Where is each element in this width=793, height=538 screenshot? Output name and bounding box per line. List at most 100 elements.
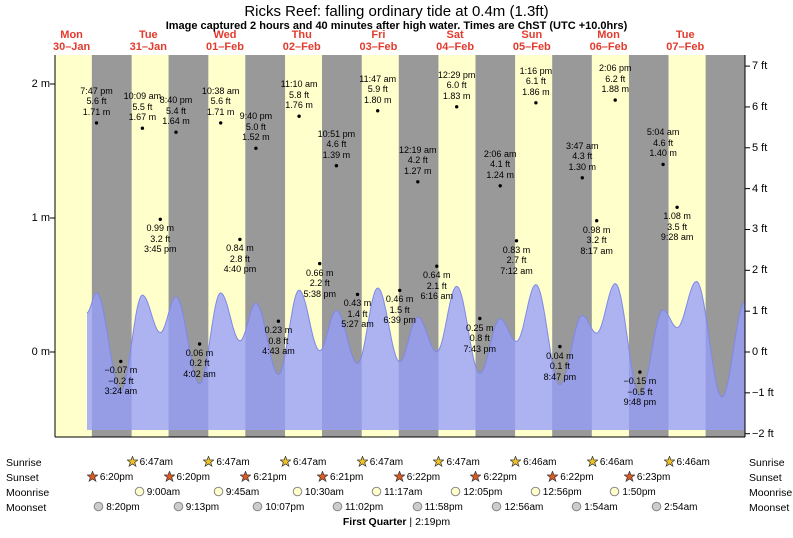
day-date: 06–Feb [589, 40, 628, 53]
astro-event-moonrise: 12:05pm [450, 486, 502, 499]
tide-event-dot [416, 180, 420, 184]
tide-label-line: 1.88 m [601, 84, 629, 95]
tide-low-label: 0.66 m 2.2 ft 5:38 pm [303, 268, 336, 300]
tide-low-label: 0.43 m 1.4 ft 5:27 am [341, 298, 374, 330]
astro-event-time: 6:47am [446, 457, 480, 468]
tide-event-dot [638, 370, 642, 374]
day-label: Sun 05–Feb [512, 29, 551, 53]
day-label: Mon 06–Feb [589, 29, 628, 53]
tide-label-line: 9:48 pm [623, 397, 657, 408]
tide-low-label: −0.07 m −0.2 ft 3:24 am [104, 365, 137, 397]
astro-event-time: 6:47am [139, 457, 173, 468]
tide-label-line: 5.0 ft [245, 121, 266, 132]
tide-label-line: 2.7 ft [506, 255, 527, 266]
tide-high-label: 10:09 am 5.5 ft 1.67 m [124, 91, 162, 123]
day-date: 31–Jan [129, 40, 167, 53]
sunset-star-icon [86, 470, 99, 483]
tide-low-label: 0.83 m 2.7 ft 7:12 am [500, 245, 533, 277]
moonset-circle-icon [571, 501, 582, 512]
sunrise-star-icon [279, 455, 292, 468]
tide-label-line: 4:02 am [183, 368, 216, 379]
astro-event-sunrise: 6:47am [202, 455, 250, 469]
tide-low-label: 0.06 m 0.2 ft 4:02 am [183, 348, 216, 380]
tide-label-line: 0.43 m [343, 298, 372, 309]
tide-label-line: 3:45 pm [144, 244, 177, 255]
moonrise-circle-icon [292, 486, 303, 497]
tide-label-line: 10:38 am [201, 85, 240, 96]
astro-event-sunrise: 6:47am [279, 455, 326, 469]
tide-label-line: 1.5 ft [389, 304, 410, 315]
astro-event-time: 6:23pm [636, 472, 671, 483]
astro-event-time: 6:47am [369, 457, 404, 468]
tide-event-dot [675, 205, 679, 209]
astro-event-time: 8:20pm [106, 502, 140, 513]
tide-label-line: 1.80 m [363, 94, 392, 105]
tide-label-line: 1.30 m [568, 161, 597, 172]
moonrise-circle-icon [371, 486, 382, 497]
tide-event-dot [355, 292, 360, 297]
tide-event-dot [158, 217, 162, 221]
moon-phase: First Quarter | 2:19pm [0, 516, 793, 528]
tide-label-line: 12:19 am [399, 144, 437, 155]
tide-label-line: 10:51 pm [317, 128, 356, 139]
astro-event-time: 11:17am [384, 487, 423, 498]
tide-label-line: 7:43 pm [463, 343, 497, 354]
tide-label-line: 3:24 am [104, 386, 138, 397]
astro-row-label-right-sunset: Sunset [749, 472, 782, 484]
tide-label-line: 0.23 m [264, 325, 293, 336]
astro-event-moonset: 12:56am [491, 501, 543, 514]
tide-label-line: 9:28 am [660, 232, 694, 243]
tide-event-dot [478, 316, 482, 321]
moonset-circle-icon [651, 501, 662, 512]
astro-event-moonset: 9:13pm [173, 501, 219, 514]
tide-label-line: 10:09 am [123, 91, 162, 102]
astro-event-moonset: 8:20pm [93, 501, 140, 514]
astro-event-sunset: 6:23pm [623, 470, 671, 484]
tide-high-label: 8:40 pm 5.4 ft 1.64 m [160, 95, 193, 127]
tide-label-line: 2:06 pm [598, 63, 632, 74]
day-of-week: Fri [371, 29, 386, 41]
astro-event-time: 6:20pm [176, 472, 210, 483]
astro-event-sunrise: 6:47am [432, 455, 480, 469]
tide-event-dot [661, 162, 665, 167]
tide-label-line: 1:16 pm [519, 65, 553, 76]
tide-label-line: 1.4 ft [347, 308, 368, 319]
sunrise-star-icon [355, 455, 369, 468]
tide-high-label: 11:47 am 5.9 ft 1.80 m [359, 74, 396, 106]
tide-low-label: 0.99 m 3.2 ft 3:45 pm [144, 223, 177, 255]
tide-label-line: 0.46 m [385, 294, 414, 305]
astro-event-time: 6:46am [599, 457, 634, 468]
day-label: Fri 03–Feb [359, 29, 398, 53]
astro-event-time: 6:46am [523, 457, 557, 468]
day-label: Tue 31–Jan [129, 29, 167, 53]
tide-label-line: 0.06 m [185, 347, 214, 358]
astro-event-time: 11:02pm [344, 502, 384, 513]
tide-label-line: 1.71 m [206, 106, 235, 117]
moonrise-circle-icon [530, 486, 541, 497]
tide-high-label: 7:47 pm 5.6 ft 1.71 m [80, 86, 113, 118]
sunrise-star-icon [586, 455, 599, 468]
tide-label-line: 5.9 ft [367, 84, 388, 95]
page-title: Ricks Reef: falling ordinary tide at 0.4… [244, 3, 549, 20]
astro-event-sunset: 6:20pm [86, 470, 133, 484]
tide-low-label: 1.08 m 3.5 ft 9:28 am [661, 211, 694, 243]
day-date: 05–Feb [512, 40, 551, 53]
y-axis-right-label: 0 ft [752, 346, 768, 358]
tide-label-line: 5.6 ft [210, 96, 231, 107]
day-date: 07–Feb [666, 40, 705, 53]
astro-event-moonrise: 11:17am [371, 486, 422, 499]
astro-event-time: 9:13pm [185, 502, 220, 513]
astro-event-moonrise: 9:00am [134, 486, 180, 499]
tide-label-line: 4.3 ft [572, 151, 593, 162]
tide-event-dot [197, 342, 202, 346]
y-axis-right-label: 5 ft [752, 141, 768, 154]
day-of-week: Tue [138, 29, 158, 41]
astro-event-moonrise: 12:56pm [530, 486, 582, 499]
day-date: 03–Feb [359, 40, 398, 53]
astro-event-time: 6:22pm [406, 472, 441, 483]
astro-event-sunset: 6:21pm [316, 470, 364, 484]
tide-high-label: 12:29 pm 6.0 ft 1.83 m [438, 70, 476, 102]
y-axis-right-label: −1 ft [752, 386, 774, 399]
astro-event-time: 6:21pm [330, 472, 364, 483]
